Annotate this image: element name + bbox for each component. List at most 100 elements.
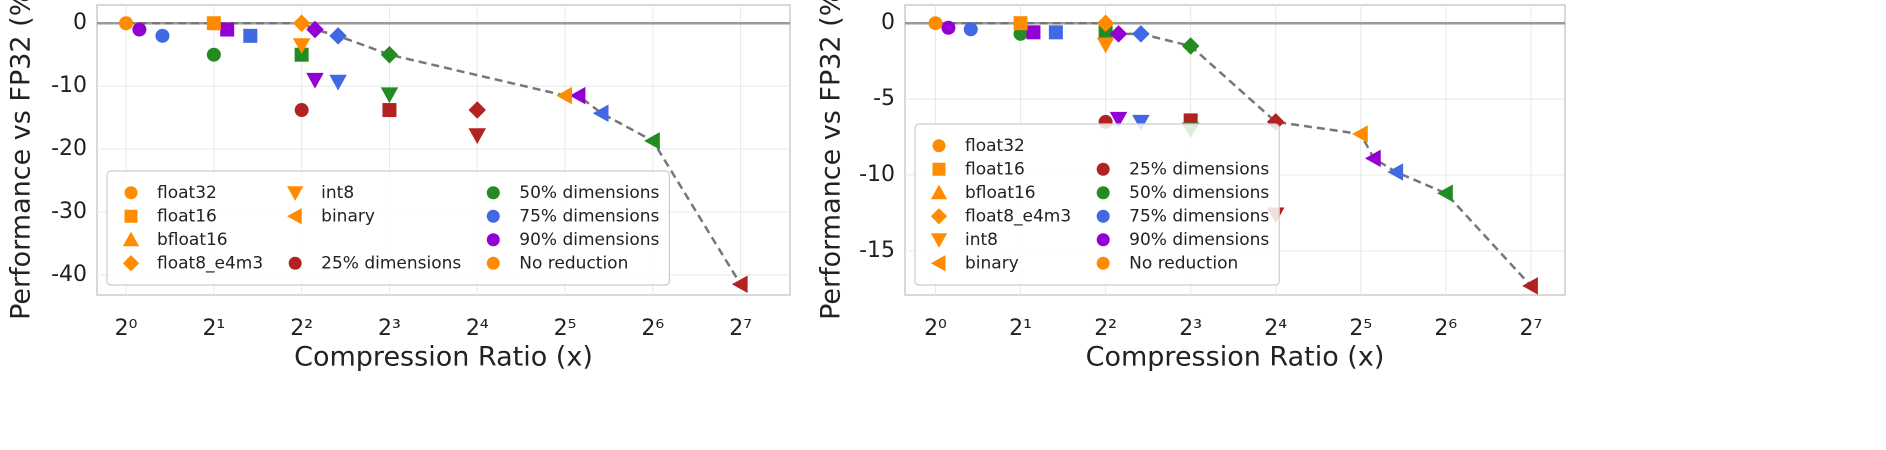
point [569, 86, 586, 105]
point [731, 275, 748, 294]
legend-marker [486, 256, 500, 270]
point [1013, 16, 1028, 31]
legend-box [106, 170, 670, 286]
point [306, 72, 324, 89]
legend-marker [1096, 186, 1110, 200]
point [963, 22, 978, 37]
legend-label: 50% dimensions [519, 183, 659, 203]
point [592, 104, 609, 122]
legend-marker [930, 208, 948, 225]
y-tick-label: -30 [51, 199, 87, 224]
legend-marker [122, 255, 140, 272]
pareto-frontier [935, 21, 1532, 287]
legend-marker [1096, 256, 1110, 270]
point [155, 28, 170, 43]
legend-marker [124, 209, 138, 223]
point [380, 45, 399, 64]
legend-label: 75% dimensions [519, 206, 659, 226]
legend-label: 25% dimensions [1129, 159, 1269, 179]
pareto-frontier [126, 21, 742, 285]
x-tick-label: 2⁷ [729, 316, 752, 341]
legend-marker [122, 231, 140, 247]
point [644, 132, 660, 150]
point [1013, 26, 1028, 41]
legend-marker [287, 186, 304, 201]
point [468, 101, 486, 119]
x-tick-label: 2⁷ [1519, 316, 1542, 341]
legend-label: float32 [965, 136, 1025, 156]
point [1109, 25, 1128, 43]
x-tick-label: 2⁶ [641, 316, 664, 341]
legend-marker [288, 256, 302, 270]
point [382, 103, 397, 118]
x-tick-label: 2⁴ [1264, 316, 1287, 341]
legend-label: 90% dimensions [519, 230, 659, 250]
x-tick-label: 2⁶ [1434, 316, 1457, 341]
point [1364, 149, 1381, 168]
legend-label: int8 [965, 230, 998, 250]
x-tick-label: 2⁵ [1349, 316, 1372, 341]
point [380, 87, 399, 104]
point [294, 47, 309, 62]
legend-label: float16 [157, 206, 217, 226]
y-tick-label: -15 [859, 238, 895, 263]
y-axis-label: Performance vs FP32 (%) [816, 0, 847, 320]
legend-label: bfloat16 [157, 230, 228, 250]
x-axis-label: Compression Ratio (x) [294, 342, 593, 373]
legend: float32 float16 bfloat16 float8_e4m3 int8 bin… [106, 170, 670, 286]
legend-marker [932, 139, 946, 153]
legend-marker [486, 233, 500, 247]
point [1096, 37, 1115, 54]
point [928, 16, 943, 31]
x-tick-label: 2² [290, 316, 313, 341]
legend-label: float16 [965, 159, 1025, 179]
legend-label: float8_e4m3 [157, 253, 263, 273]
legend-label: 90% dimensions [1129, 230, 1269, 250]
point [292, 14, 311, 32]
point [1437, 184, 1453, 203]
legend-marker [1096, 209, 1110, 223]
legend-box [914, 123, 1280, 286]
point [1096, 14, 1115, 32]
point [1132, 114, 1150, 131]
x-tick-label: 2¹ [202, 316, 225, 341]
legend-marker [1096, 233, 1110, 247]
point [556, 86, 573, 105]
point [329, 74, 347, 91]
y-tick-label: -5 [873, 86, 895, 111]
legend-label: bfloat16 [965, 183, 1036, 203]
point [1132, 25, 1150, 43]
x-tick-label: 2² [1094, 316, 1117, 341]
legend: float32 float16 bfloat16 float8_e4m3 int8 bin… [914, 123, 1280, 286]
legend-marker [124, 186, 138, 200]
y-tick-label: -10 [859, 162, 895, 187]
point [220, 22, 235, 37]
x-axis-label: Compression Ratio (x) [1086, 342, 1385, 373]
point [206, 16, 221, 31]
point [306, 20, 324, 39]
legend-marker [486, 186, 500, 200]
legend-label: float32 [157, 183, 217, 203]
legend-label: binary [321, 206, 375, 226]
point [132, 22, 147, 37]
point [294, 103, 309, 118]
point [1352, 125, 1368, 143]
point [1098, 25, 1113, 40]
x-tick-label: 2³ [378, 316, 401, 341]
legend-marker [1096, 162, 1110, 176]
y-tick-label: -20 [51, 136, 87, 161]
x-tick-label: 2¹ [1009, 316, 1032, 341]
legend-label: 25% dimensions [321, 253, 461, 273]
legend-marker [486, 209, 500, 223]
point [206, 47, 221, 62]
point [1048, 25, 1063, 40]
y-tick-label: -10 [51, 73, 87, 98]
x-tick-label: 2³ [1179, 316, 1202, 341]
legend-label: No reduction [1129, 253, 1238, 273]
x-tick-label: 2⁴ [466, 316, 489, 341]
point [329, 27, 347, 45]
point [243, 28, 258, 43]
point [1387, 163, 1404, 181]
legend-marker [930, 233, 948, 248]
point [292, 38, 311, 55]
